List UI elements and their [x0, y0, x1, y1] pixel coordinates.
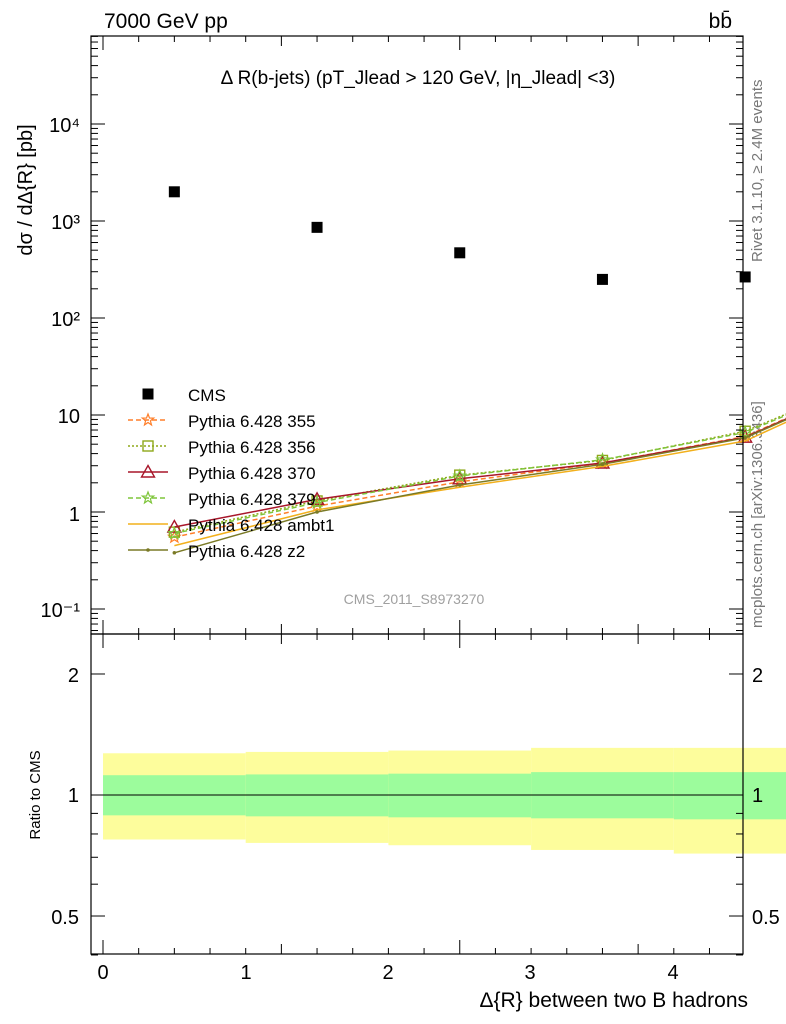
ytick-label-0p1: 10⁻¹: [41, 600, 81, 622]
mc-point: [457, 483, 462, 487]
cms-data-point: [311, 221, 323, 233]
mc-point: [172, 550, 177, 555]
legend-label: Pythia 6.428 370: [188, 464, 316, 483]
ratio-panel-frame: [90, 633, 744, 955]
ratio-ytick-label-right-0p5: 0.5: [752, 907, 780, 929]
mc-point: [743, 436, 747, 440]
ytick-label-100: 10²: [51, 309, 80, 331]
ratio-ytick-label-right-1: 1: [752, 785, 763, 807]
legend: CMS Pythia 6.428 355 Pythia 6.428 356 Pythi…: [128, 386, 334, 561]
xtick-label-2: 2: [382, 962, 393, 984]
legend-marker: [140, 412, 156, 427]
ratio-ytick-label-right-2: 2: [752, 665, 763, 687]
main-line-3: [174, 418, 786, 528]
mc-point: [166, 525, 182, 540]
xtick-label-3: 3: [524, 962, 535, 984]
main-series-group: [166, 186, 786, 555]
ratio-ytick-label-0p5: 0.5: [51, 907, 79, 929]
cms-data-point: [739, 271, 751, 283]
xtick-label-0: 0: [97, 962, 108, 984]
mc-point: [166, 519, 183, 533]
header-right: bb̄: [709, 10, 732, 33]
mc-point: [452, 468, 468, 483]
analysis-watermark: CMS_2011_S8973270: [344, 591, 485, 607]
main-line-1: [174, 417, 786, 538]
ratio-ytick-label-2: 2: [68, 665, 79, 687]
mc-point: [595, 452, 610, 467]
legend-label: Pythia 6.428 355: [188, 412, 316, 431]
cms-data-point: [596, 273, 608, 285]
xtick-label-1: 1: [240, 962, 251, 984]
xtick-label-4: 4: [667, 962, 678, 984]
cms-data-point: [454, 247, 466, 259]
ratio-ytick-label-1: 1: [68, 785, 79, 807]
axis-ticks: [91, 35, 743, 956]
side-label-top: Rivet 3.1.10, ≥ 2.4M events: [749, 80, 766, 263]
mc-point: [309, 494, 325, 509]
mc-point: [315, 510, 319, 514]
ratio-band-inner-bin: [673, 772, 786, 820]
y-axis-title-ratio: Ratio to CMS: [27, 750, 44, 839]
ytick-label-10: 10: [58, 406, 80, 428]
y-axis-title-main: dσ / dΔ{R} [pb]: [15, 124, 37, 255]
ratio-uncertainty-bands: [103, 747, 786, 854]
mc-point: [309, 491, 325, 506]
legend-label: Pythia 6.428 356: [188, 438, 316, 457]
mc-point: [737, 424, 753, 439]
ytick-label-10000: 10⁴: [49, 115, 80, 137]
main-line-2: [174, 413, 786, 533]
legend-label: CMS: [188, 386, 226, 405]
legend-marker: [140, 490, 156, 505]
legend-marker: [142, 440, 154, 452]
mc-point: [600, 462, 605, 467]
main-line-6: [174, 418, 786, 554]
legend-marker: [146, 548, 150, 552]
ytick-label-1: 1: [69, 504, 80, 526]
legend-label: Pythia 6.428 z2: [188, 542, 305, 561]
legend-label: Pythia 6.428 ambt1: [188, 516, 334, 535]
x-axis-title: Δ{R} between two B hadrons: [479, 989, 748, 1012]
legend-label: Pythia 6.428 379: [188, 490, 316, 509]
plot-title: Δ R(b-jets) (pT_Jlead > 120 GeV, |η_Jlea…: [221, 68, 616, 89]
header-left: 7000 GeV pp: [104, 10, 228, 33]
main-line-5: [174, 421, 786, 547]
legend-marker: [142, 388, 154, 400]
ytick-label-1000: 10³: [51, 212, 80, 234]
cms-data-point: [168, 186, 180, 198]
main-line-4: [174, 414, 786, 535]
legend-marker: [140, 464, 156, 478]
side-label-bottom: mcplots.cern.ch [arXiv:1306.3436]: [749, 401, 766, 628]
